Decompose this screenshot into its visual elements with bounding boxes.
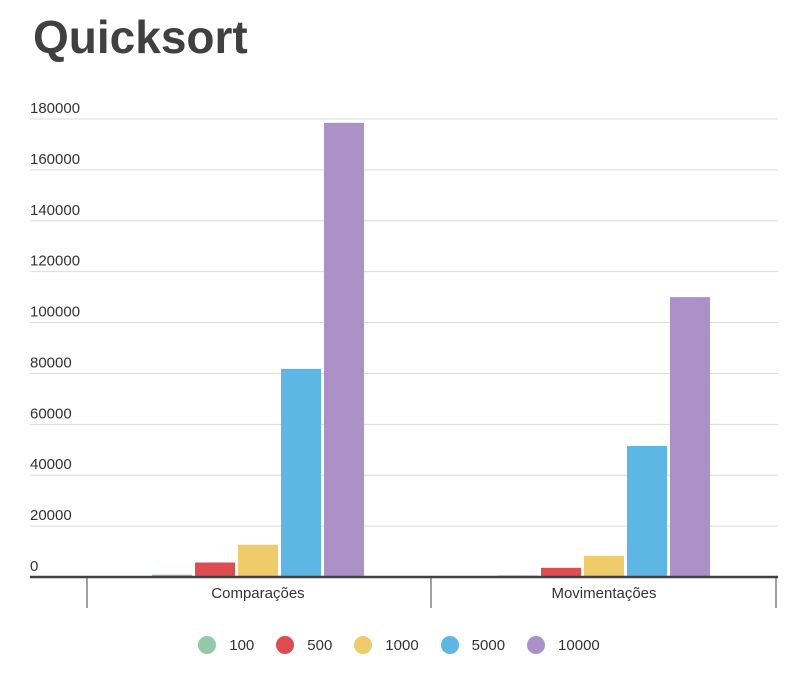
legend-swatch xyxy=(354,636,373,654)
chart-legend: 100 500 1000 5000 10000 xyxy=(0,636,798,654)
y-tick-label: 120000 xyxy=(30,253,80,270)
legend-swatch xyxy=(527,636,546,654)
x-category-label: Movimentações xyxy=(551,585,656,602)
legend-swatch xyxy=(198,636,217,654)
legend-swatch xyxy=(276,636,295,654)
legend-item: 500 xyxy=(276,636,332,654)
legend-swatch xyxy=(440,636,459,654)
y-tick-label: 20000 xyxy=(30,507,72,524)
y-tick-label: 80000 xyxy=(30,354,72,371)
bar xyxy=(584,555,624,577)
y-tick-label: 40000 xyxy=(30,456,72,473)
x-category-label: Comparações xyxy=(211,585,304,602)
chart-title: Quicksort xyxy=(33,11,248,63)
y-tick-label: 60000 xyxy=(30,405,72,422)
legend-label: 100 xyxy=(229,636,255,654)
legend-label: 5000 xyxy=(471,636,506,654)
bar xyxy=(627,445,667,577)
legend-item: 1000 xyxy=(354,636,419,654)
legend-label: 10000 xyxy=(558,636,600,654)
bar xyxy=(541,567,581,577)
y-tick-label: 160000 xyxy=(30,151,80,168)
legend-item: 10000 xyxy=(527,636,600,654)
legend-item: 5000 xyxy=(440,636,506,654)
legend-item: 100 xyxy=(198,636,254,654)
y-tick-label: 100000 xyxy=(30,304,80,321)
legend-label: 1000 xyxy=(385,636,419,654)
y-tick-label: 0 xyxy=(30,558,38,575)
y-tick-label: 140000 xyxy=(30,202,80,219)
bar xyxy=(238,544,278,577)
y-tick-label: 180000 xyxy=(30,100,80,117)
bar xyxy=(281,368,321,577)
legend-label: 500 xyxy=(307,636,333,654)
bar xyxy=(670,297,710,577)
bar xyxy=(324,122,364,578)
bar-chart: 0 20000 40000 60000 80000 100000 120000 140000 1… xyxy=(30,100,778,608)
bar xyxy=(195,562,235,577)
